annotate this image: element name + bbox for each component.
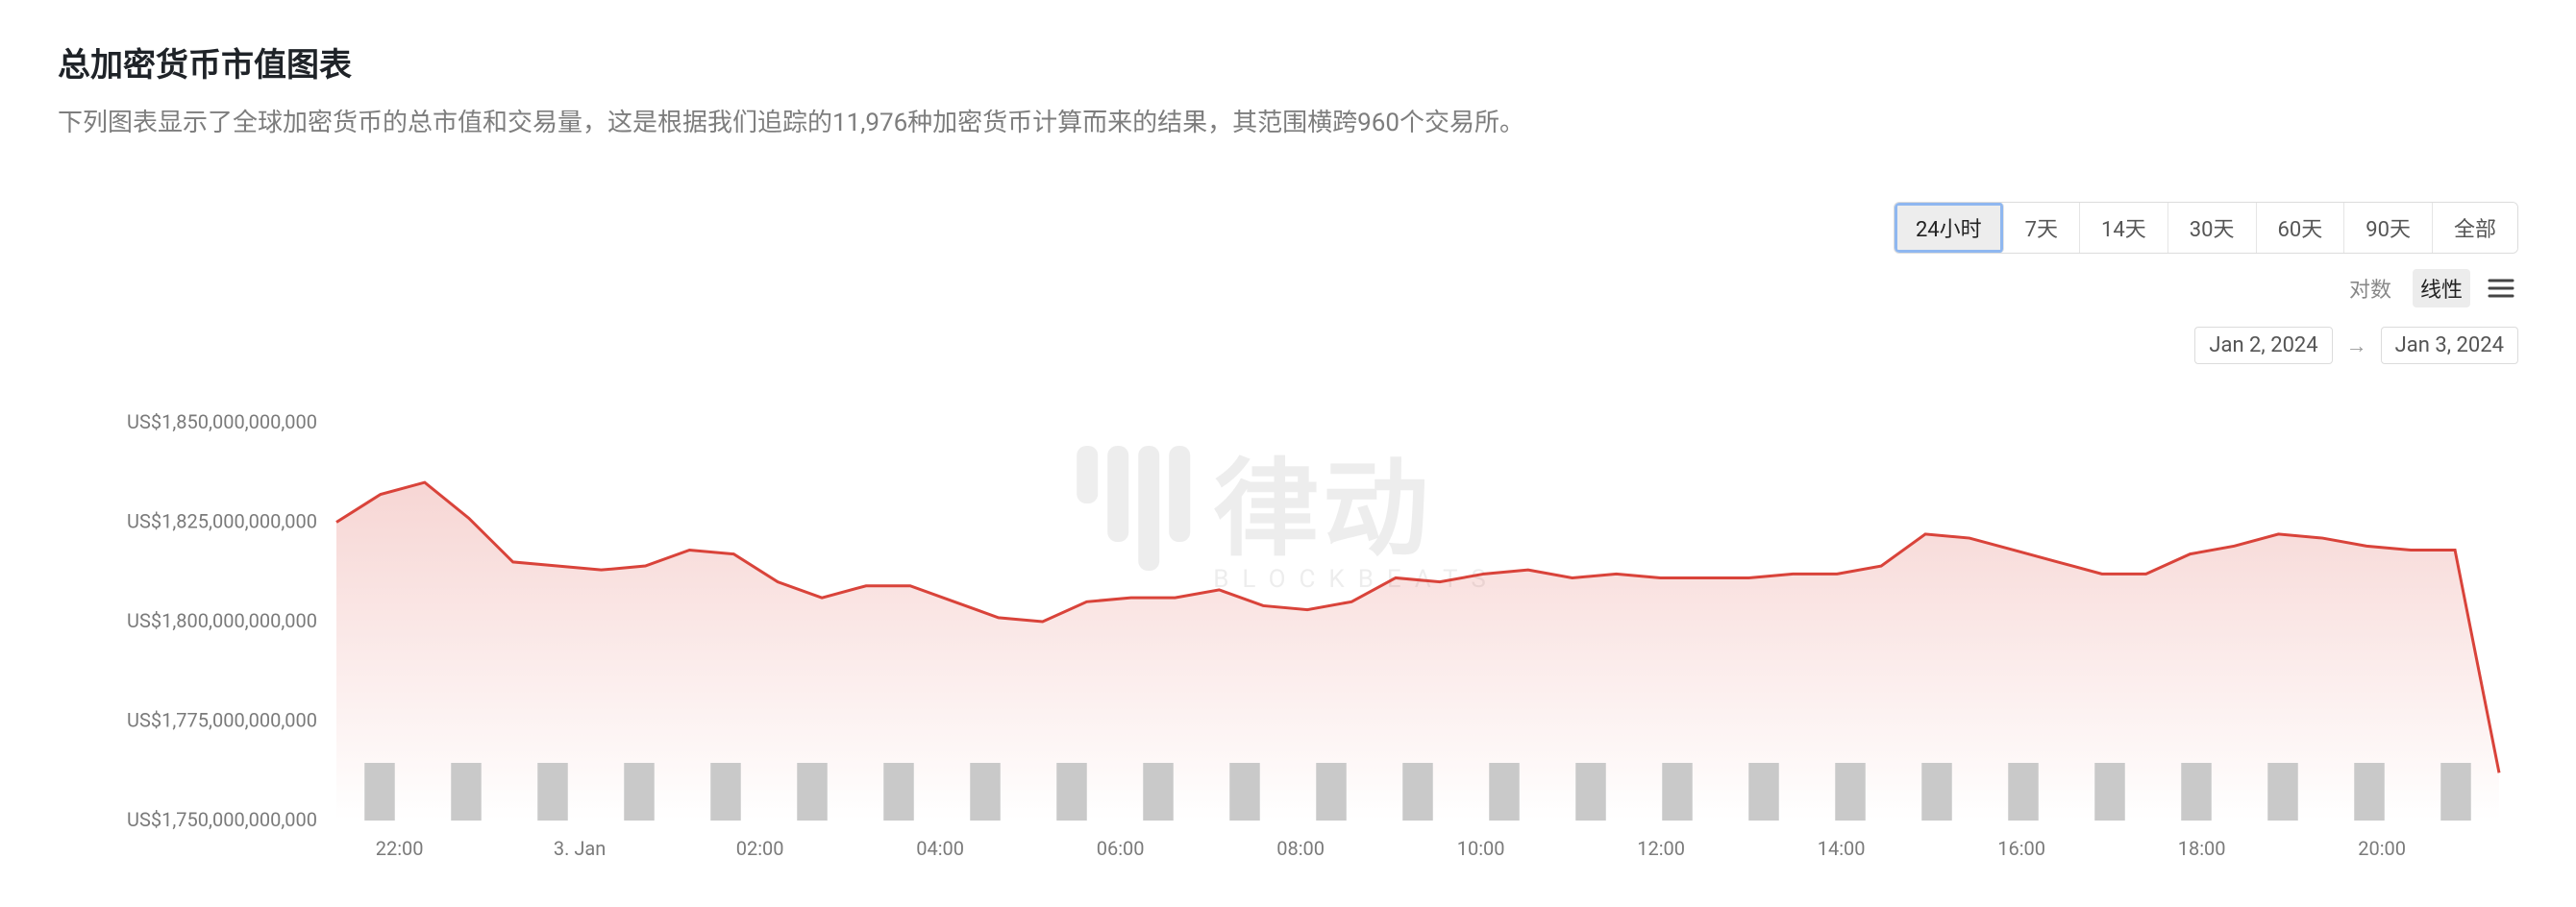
volume-bar (2094, 763, 2125, 821)
range-tab-3[interactable]: 30天 (2168, 203, 2257, 253)
x-axis-label: 22:00 (376, 837, 424, 860)
volume-bar (710, 763, 741, 821)
volume-bar (797, 763, 828, 821)
volume-bar (1316, 763, 1347, 821)
volume-bar (537, 763, 568, 821)
volume-bar (1662, 763, 1693, 821)
y-axis-label: US$1,775,000,000,000 (127, 709, 317, 732)
page-title: 总加密货币市值图表 (58, 38, 2518, 86)
x-axis-label: 10:00 (1457, 837, 1505, 860)
range-tab-0[interactable]: 24小时 (1895, 203, 2004, 253)
date-to-input[interactable]: Jan 3, 2024 (2381, 327, 2518, 364)
x-axis-label: 20:00 (2358, 837, 2406, 860)
volume-bar (1229, 763, 1260, 821)
x-axis-label: 08:00 (1276, 837, 1325, 860)
date-range-row: Jan 2, 2024 → Jan 3, 2024 (2194, 327, 2518, 364)
x-axis-label: 18:00 (2178, 837, 2226, 860)
x-axis-label: 02:00 (736, 837, 784, 860)
x-axis-label: 3. Jan (554, 837, 606, 860)
scale-toggle-row: 对数 线性 (2341, 269, 2518, 307)
y-axis-label: US$1,825,000,000,000 (127, 510, 317, 533)
volume-bar (2181, 763, 2212, 821)
range-tab-4[interactable]: 60天 (2257, 203, 2345, 253)
volume-bar (1402, 763, 1433, 821)
x-axis-label: 04:00 (916, 837, 964, 860)
volume-bar (2354, 763, 2385, 821)
volume-bar (1143, 763, 1174, 821)
volume-bar (2008, 763, 2039, 821)
market-cap-chart: US$1,850,000,000,000 US$1,825,000,000,000… (58, 413, 2518, 888)
volume-bar (883, 763, 914, 821)
chart-menu-icon[interactable] (2484, 274, 2518, 303)
range-tab-6[interactable]: 全部 (2433, 203, 2517, 253)
x-axis-label: 16:00 (1997, 837, 2045, 860)
volume-bar (970, 763, 1001, 821)
y-axis-label: US$1,800,000,000,000 (127, 609, 317, 632)
volume-bar (2440, 763, 2471, 821)
x-axis-label: 06:00 (1097, 837, 1145, 860)
y-axis-label: US$1,750,000,000,000 (127, 808, 317, 831)
volume-bar (1921, 763, 1952, 821)
range-tab-5[interactable]: 90天 (2344, 203, 2433, 253)
volume-bar (1575, 763, 1606, 821)
page-subtitle: 下列图表显示了全球加密货币的总市值和交易量，这是根据我们追踪的11,976种加密… (58, 103, 2518, 138)
volume-bar (1835, 763, 1866, 821)
y-axis-label: US$1,850,000,000,000 (127, 413, 317, 433)
volume-bar (1748, 763, 1779, 821)
range-tab-2[interactable]: 14天 (2080, 203, 2168, 253)
x-axis-label: 14:00 (1818, 837, 1866, 860)
volume-bar (2267, 763, 2298, 821)
volume-bar (364, 763, 395, 821)
volume-bar (451, 763, 482, 821)
volume-bar (624, 763, 655, 821)
scale-log-button[interactable]: 对数 (2341, 269, 2399, 307)
date-from-input[interactable]: Jan 2, 2024 (2194, 327, 2332, 364)
time-range-tabs: 24小时7天14天30天60天90天全部 (1894, 202, 2518, 254)
volume-bar (1489, 763, 1520, 821)
volume-bar (1056, 763, 1087, 821)
scale-linear-button[interactable]: 线性 (2413, 269, 2470, 307)
x-axis-label: 12:00 (1637, 837, 1685, 860)
arrow-right-icon: → (2346, 333, 2367, 358)
range-tab-1[interactable]: 7天 (2004, 203, 2080, 253)
